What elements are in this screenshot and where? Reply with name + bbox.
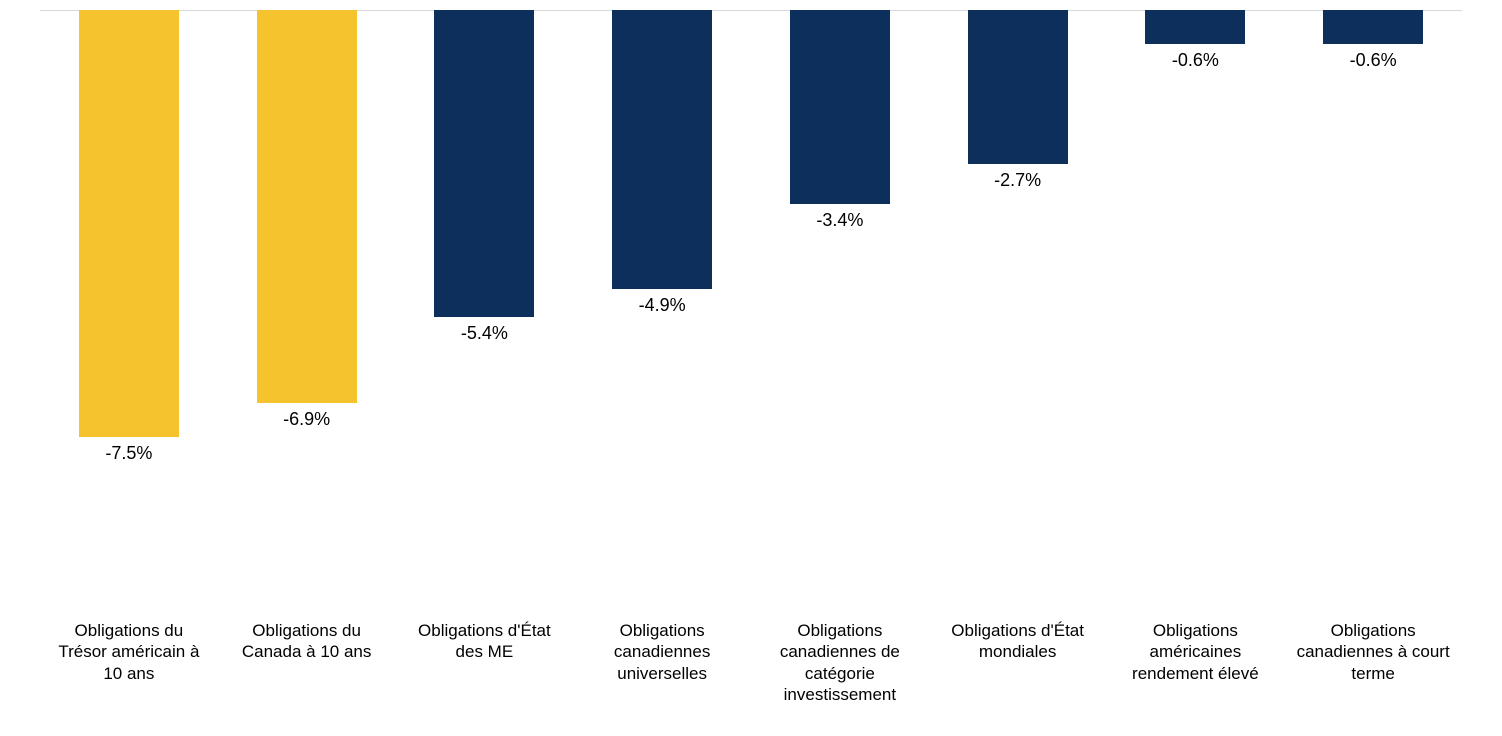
bar-column: -2.7%Obligations d'État mondiales xyxy=(929,0,1107,620)
bar-column: -3.4%Obligations canadiennes de catégori… xyxy=(751,0,929,620)
plot-area: -7.5%Obligations du Trésor américain à 1… xyxy=(40,0,1462,620)
bar xyxy=(968,10,1068,164)
category-label: Obligations d'État des ME xyxy=(404,620,564,663)
bar-value-label: -2.7% xyxy=(994,170,1041,191)
category-label: Obligations du Canada à 10 ans xyxy=(227,620,387,663)
bar-column: -0.6%Obligations américaines rendement é… xyxy=(1107,0,1285,620)
bar-value-label: -5.4% xyxy=(461,323,508,344)
category-label: Obligations canadiennes universelles xyxy=(582,620,742,684)
category-label: Obligations canadiennes de catégorie inv… xyxy=(760,620,920,705)
category-label: Obligations du Trésor américain à 10 ans xyxy=(49,620,209,684)
bar-value-label: -4.9% xyxy=(639,295,686,316)
bar xyxy=(1323,10,1423,44)
bar-column: -4.9%Obligations canadiennes universelle… xyxy=(573,0,751,620)
bar-column: -0.6%Obligations canadiennes à court ter… xyxy=(1284,0,1462,620)
category-label: Obligations d'État mondiales xyxy=(938,620,1098,663)
bar-column: -7.5%Obligations du Trésor américain à 1… xyxy=(40,0,218,620)
bar-value-label: -3.4% xyxy=(816,210,863,231)
bar-value-label: -7.5% xyxy=(105,443,152,464)
bar xyxy=(257,10,357,403)
bar-column: -6.9%Obligations du Canada à 10 ans xyxy=(218,0,396,620)
bar-chart: -7.5% Obligations du Trésor américain à 1… xyxy=(0,0,1502,736)
bar xyxy=(612,10,712,289)
bar-column: -5.4%Obligations d'État des ME xyxy=(396,0,574,620)
bar xyxy=(79,10,179,437)
bar-value-label: -0.6% xyxy=(1350,50,1397,71)
bar-value-label: -6.9% xyxy=(283,409,330,430)
bar xyxy=(434,10,534,317)
category-label: Obligations canadiennes à court terme xyxy=(1293,620,1453,684)
category-label: Obligations américaines rendement élevé xyxy=(1115,620,1275,684)
bar-columns: -7.5%Obligations du Trésor américain à 1… xyxy=(40,0,1462,620)
bar-value-label: -0.6% xyxy=(1172,50,1219,71)
bar xyxy=(790,10,890,204)
bar xyxy=(1145,10,1245,44)
